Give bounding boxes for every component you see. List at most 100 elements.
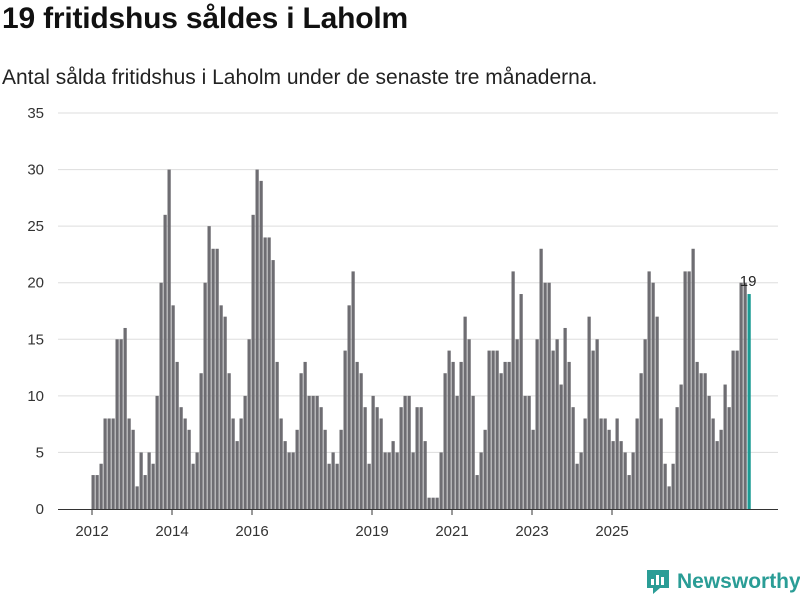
bar (587, 316, 591, 509)
bar (695, 361, 699, 509)
bar (367, 463, 371, 509)
bar (499, 373, 503, 509)
bar (399, 407, 403, 509)
y-tick-label: 35 (27, 105, 44, 122)
bar (375, 407, 379, 509)
bar (119, 339, 123, 509)
bar (515, 339, 519, 509)
y-tick-label: 10 (27, 388, 44, 405)
bar (407, 395, 411, 509)
chart-title: 19 fritidshus såldes i Laholm (2, 2, 408, 35)
bar (159, 282, 163, 509)
bar (655, 316, 659, 509)
bar (559, 384, 563, 509)
bar (167, 169, 171, 510)
bar (523, 395, 527, 509)
bar (127, 418, 131, 509)
bar (227, 373, 231, 509)
x-tick-label: 2023 (515, 523, 548, 540)
bar (547, 282, 551, 509)
x-tick-label: 2025 (595, 523, 628, 540)
bar (183, 418, 187, 509)
bar (275, 361, 279, 509)
bar (595, 339, 599, 509)
bar (223, 316, 227, 509)
bar (243, 395, 247, 509)
bar (219, 305, 223, 509)
bar (287, 452, 291, 509)
bar (435, 497, 439, 509)
bar (683, 271, 687, 509)
bar (479, 452, 483, 509)
bar (211, 248, 215, 509)
bar (631, 452, 635, 509)
bar (475, 475, 479, 509)
bar (439, 452, 443, 509)
bar (383, 452, 387, 509)
bar (467, 339, 471, 509)
bar (583, 418, 587, 509)
bar (279, 418, 283, 509)
bar (739, 282, 743, 509)
bar (207, 226, 211, 509)
bar (603, 418, 607, 509)
x-tick-label: 2021 (435, 523, 468, 540)
bar (351, 271, 355, 509)
bar (459, 361, 463, 509)
bar (295, 429, 299, 509)
bar (115, 339, 119, 509)
x-tick-label: 2019 (355, 523, 388, 540)
bar (639, 373, 643, 509)
bar (447, 350, 451, 509)
bar (527, 395, 531, 509)
bar (111, 418, 115, 509)
bar (135, 486, 139, 509)
bar (671, 463, 675, 509)
bar (471, 395, 475, 509)
bar (607, 429, 611, 509)
bar (707, 395, 711, 509)
bar (395, 452, 399, 509)
bar (307, 395, 311, 509)
bar (323, 429, 327, 509)
bar (743, 282, 747, 509)
bar (215, 248, 219, 509)
y-tick-label: 5 (36, 444, 44, 461)
bar (487, 350, 491, 509)
bar (235, 441, 239, 509)
bar (95, 475, 99, 509)
bar (503, 361, 507, 509)
bar (191, 463, 195, 509)
bar (691, 248, 695, 509)
bar (535, 339, 539, 509)
bar (411, 452, 415, 509)
bar (703, 373, 707, 509)
bar (635, 418, 639, 509)
bar (423, 441, 427, 509)
bar (179, 407, 183, 509)
bar (663, 463, 667, 509)
bar (495, 350, 499, 509)
bar (291, 452, 295, 509)
bar (735, 350, 739, 509)
bar (339, 429, 343, 509)
bar (123, 327, 127, 509)
bar (271, 260, 275, 509)
bar (463, 316, 467, 509)
bar (519, 294, 523, 509)
y-tick-label: 30 (27, 162, 44, 179)
bar (99, 463, 103, 509)
bar (443, 373, 447, 509)
bar (299, 373, 303, 509)
bar (163, 214, 167, 510)
bar (263, 237, 267, 509)
bar (599, 418, 603, 509)
bar (303, 361, 307, 509)
x-tick-label: 2016 (235, 523, 268, 540)
newsworthy-logo-icon (647, 570, 669, 594)
bar (343, 350, 347, 509)
y-tick-label: 0 (36, 501, 44, 518)
y-tick-label: 15 (27, 331, 44, 348)
